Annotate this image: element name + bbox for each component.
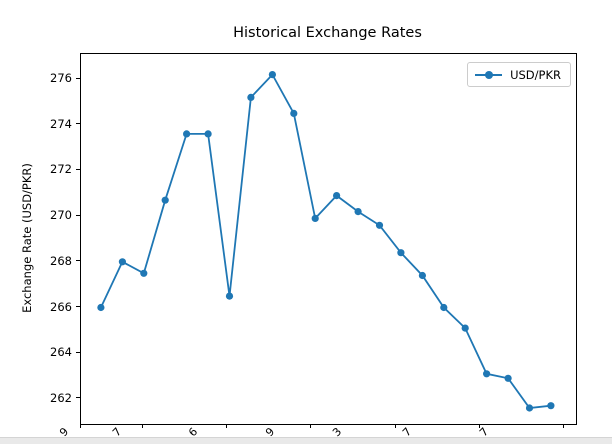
y-axis-label-text: Exchange Rate (USD/PKR) [20,163,34,313]
y-tick-label: 266 [50,299,72,314]
data-point-marker [547,402,555,410]
data-point-marker [290,109,298,117]
x-tick-mark [394,424,396,428]
y-tick-mark [76,123,80,125]
data-point-marker [97,303,105,312]
occluding-window-edge [0,437,612,444]
data-point-marker [354,208,362,216]
data-point-marker [418,271,426,280]
y-tick-mark [76,260,80,262]
legend-line-marker-icon [475,70,503,80]
y-tick-mark [76,77,80,79]
x-tick-mark [310,424,312,428]
data-point-marker [397,249,405,257]
y-tick-label: 272 [50,162,72,177]
y-tick-mark [76,168,80,170]
data-point-marker [333,192,341,200]
series-line [100,73,551,409]
data-point-marker [183,130,191,138]
data-point-marker [525,404,534,412]
y-tick-mark [76,397,80,399]
data-point-marker [225,292,234,300]
x-tick-mark [478,424,480,428]
y-tick-label: 262 [50,390,72,405]
data-point-marker [311,214,319,222]
data-point-marker [504,374,512,382]
y-tick-label: 276 [50,71,72,86]
data-point-marker [268,71,276,79]
line-series-usd-pkr [97,71,555,412]
plot-area: USD/PKR [80,53,577,425]
x-tick-mark [563,424,565,428]
data-point-marker [140,269,148,277]
y-tick-mark [76,351,80,353]
y-tick-label: 264 [50,345,72,360]
y-tick-label: 270 [50,208,72,223]
data-point-marker [118,258,126,266]
y-tick-mark [76,306,80,308]
data-point-marker [483,370,491,378]
data-point-marker [204,130,212,138]
y-tick-mark [76,214,80,216]
chart-title: Historical Exchange Rates [233,25,422,41]
data-point-marker [247,93,255,101]
y-tick-label: 274 [50,116,72,131]
x-tick-mark [79,424,81,428]
legend-box: USD/PKR [467,62,571,87]
x-tick-mark [142,424,144,428]
data-point-marker [461,324,469,332]
data-point-marker [161,196,169,204]
data-point-marker [440,303,448,312]
data-point-marker [375,221,384,229]
legend-label: USD/PKR [510,67,561,82]
x-tick-mark [226,424,228,428]
y-tick-label: 268 [50,253,72,268]
